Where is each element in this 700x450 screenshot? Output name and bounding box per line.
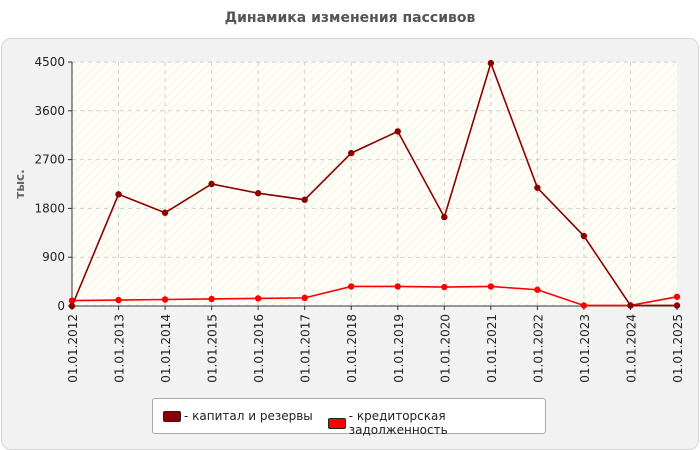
x-tick-label: 01.01.2018 [345,314,359,383]
data-point-payables [394,283,401,290]
x-tick-label: 01.01.2012 [66,314,80,383]
data-point-payables [208,295,215,303]
data-point-capital [161,209,169,216]
plot-area [72,62,677,306]
data-point-payables [673,293,681,300]
legend-item-payables: - кредиторская задолженность [328,409,545,437]
data-point-payables [441,283,448,291]
data-point-payables [301,294,308,302]
data-point-payables [580,302,588,309]
data-point-capital [394,128,401,135]
series-line-payables [71,285,678,307]
data-point-capital [580,232,588,240]
x-tick-label: 01.01.2020 [438,314,452,383]
x-tick-label: 01.01.2016 [252,314,266,383]
data-point-capital [348,149,355,157]
data-point-capital [68,302,76,310]
y-tick-label: 1800 [34,201,65,215]
data-point-payables [534,286,541,293]
data-point-payables [487,283,495,290]
x-tick-label: 01.01.2019 [392,314,406,383]
data-point-payables [115,296,122,304]
x-tick-label: 01.01.2021 [485,314,499,383]
data-point-capital [301,196,308,203]
legend-swatch-capital [163,410,181,422]
data-point-capital [441,213,448,221]
chart-title: Динамика изменения пассивов [224,10,476,26]
legend-item-capital: - капитал и резервы [163,409,313,423]
data-point-payables [348,283,355,290]
data-point-payables [254,295,262,302]
legend-swatch-payables [328,417,346,429]
legend-label-capital: - капитал и резервы [184,409,313,423]
x-tick-label: 01.01.2014 [159,314,173,383]
data-point-capital [627,302,634,309]
y-tick-label: 2700 [34,153,65,167]
x-tick-label: 01.01.2015 [206,314,220,383]
y-tick-label: 0 [57,299,65,313]
x-tick-label: 01.01.2022 [531,314,545,383]
x-tick-label: 01.01.2013 [113,314,127,383]
data-point-capital [254,190,262,197]
y-axis-label: тыс. [13,169,27,198]
data-point-capital [208,180,215,188]
data-point-capital [487,59,495,67]
y-tick-label: 3600 [34,104,65,118]
x-tick-label: 01.01.2017 [299,314,313,383]
legend: - капитал и резервы - кредиторская задол… [152,398,546,437]
data-point-capital [115,191,122,198]
data-point-capital [534,184,541,191]
legend-label-payables: - кредиторская задолженность [348,409,448,437]
y-tick-label: 4500 [34,55,65,69]
series-line-capital [71,60,677,307]
data-point-payables [161,296,169,303]
y-tick-label: 900 [42,250,65,264]
x-tick-label: 01.01.2025 [671,314,685,383]
x-tick-label: 01.01.2024 [624,314,638,383]
data-point-capital [673,302,681,309]
x-tick-label: 01.01.2023 [578,314,592,383]
